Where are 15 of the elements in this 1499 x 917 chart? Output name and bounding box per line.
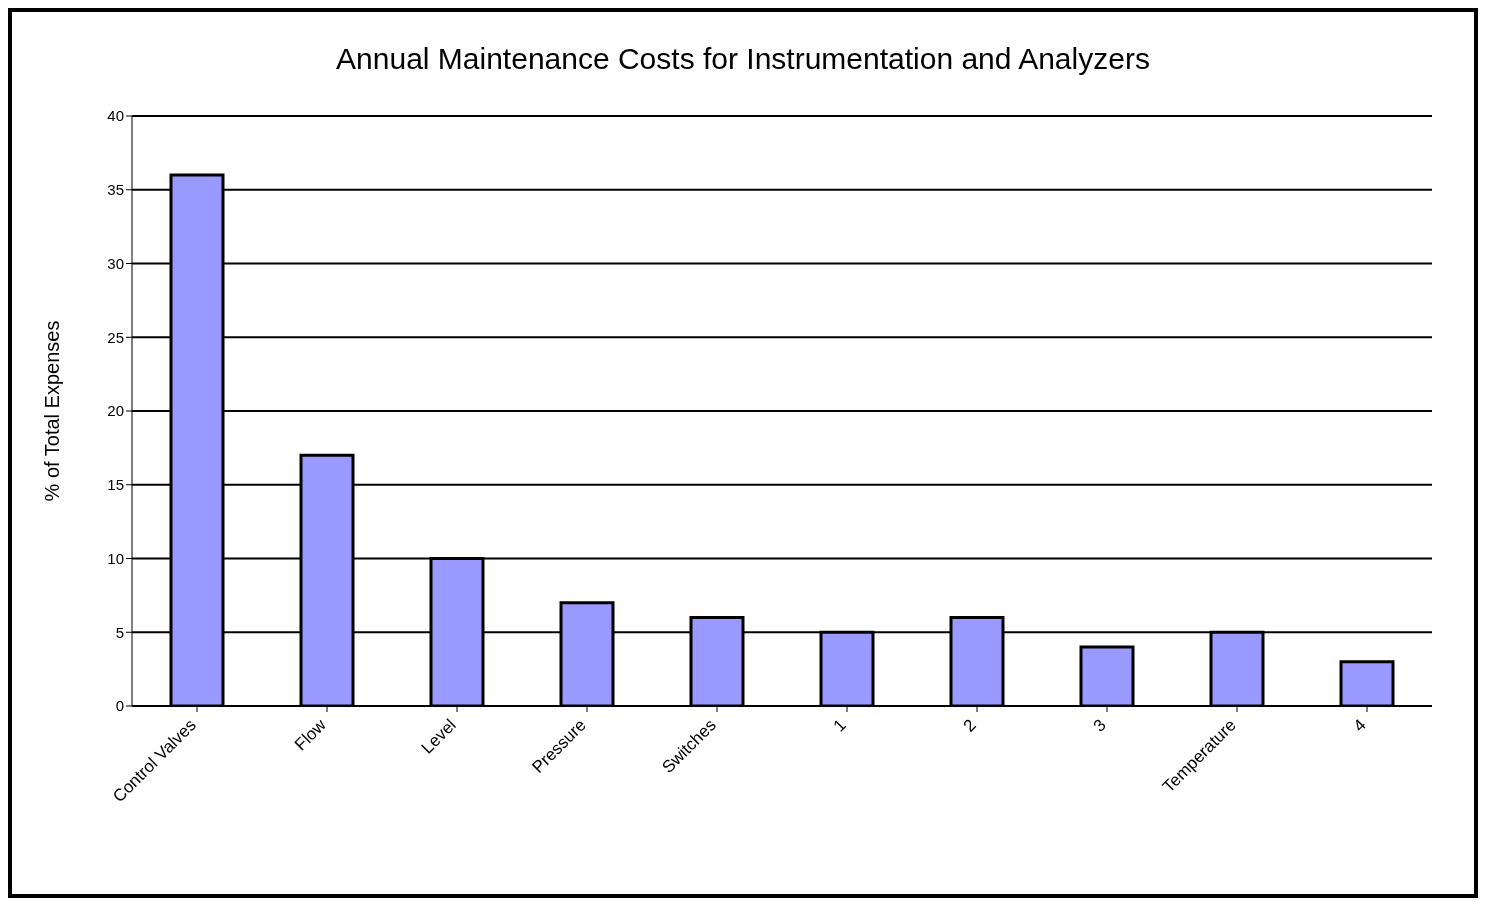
y-tick-label: 25 bbox=[107, 328, 124, 346]
y-tick-label: 35 bbox=[107, 181, 124, 199]
y-tick-label: 20 bbox=[107, 402, 124, 420]
x-tick-label: 4 bbox=[1349, 715, 1370, 736]
y-tick-label: 0 bbox=[115, 697, 124, 715]
x-tick-label: 1 bbox=[829, 715, 850, 736]
y-tick-label: 30 bbox=[107, 254, 124, 272]
x-tick-label: 3 bbox=[1089, 715, 1110, 736]
y-tick-label: 10 bbox=[107, 549, 124, 567]
chart-title: Annual Maintenance Costs for Instrumentation and Analyzers bbox=[335, 41, 1151, 77]
y-axis-title: % of Total Expenses bbox=[41, 320, 64, 502]
y-tick-label: 40 bbox=[107, 107, 124, 125]
x-tick-label: 2 bbox=[959, 715, 980, 736]
y-tick-label: 5 bbox=[115, 623, 124, 641]
y-tick-label: 15 bbox=[107, 476, 124, 494]
